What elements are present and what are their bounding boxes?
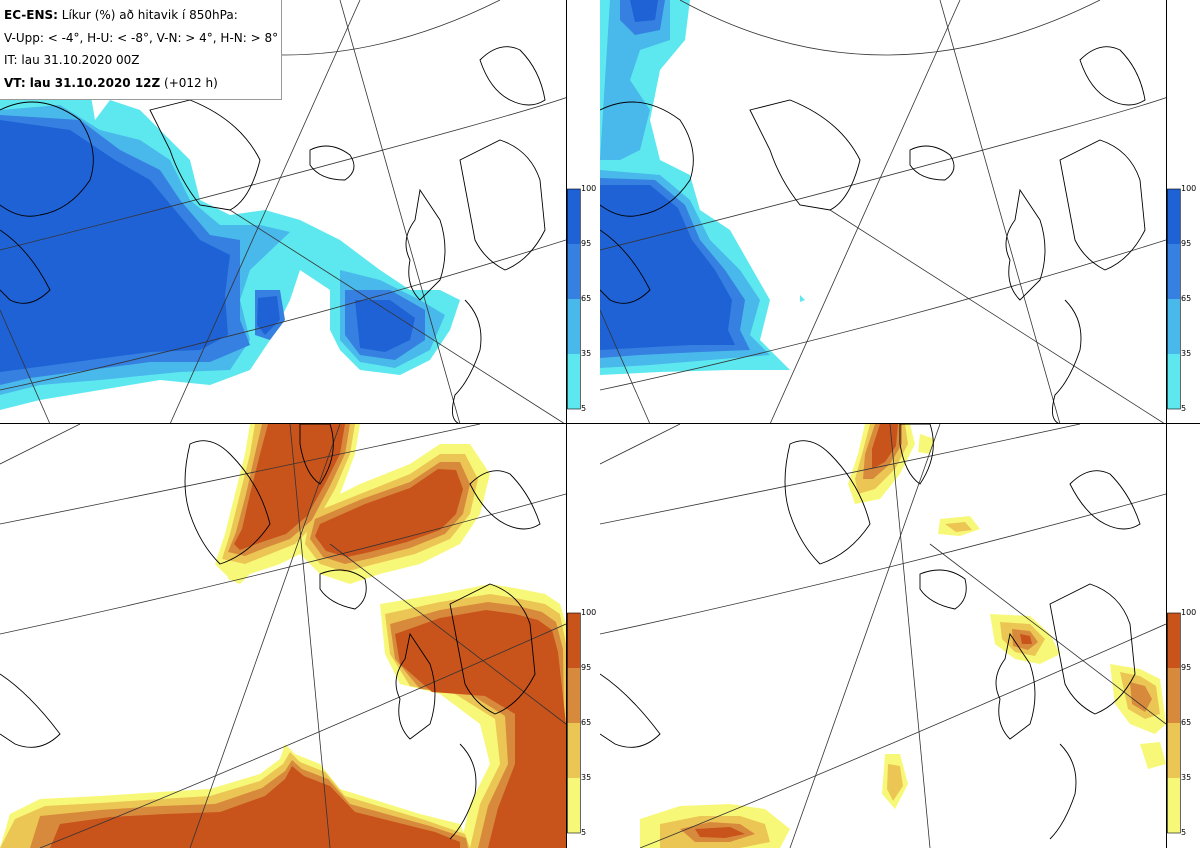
colorbar-tick-95: 95	[581, 663, 592, 672]
panel-top-left: EC-ENS: Líkur (%) að hitavik í 850hPa: V…	[0, 0, 567, 424]
colorbar-tick-35: 35	[581, 773, 592, 782]
colorbar-tick-95: 95	[581, 239, 592, 248]
cold-probability-map-4	[0, 0, 566, 424]
colorbar-warm-right-scale	[1167, 612, 1181, 834]
header-legend: EC-ENS: Líkur (%) að hitavik í 850hPa: V…	[0, 0, 282, 100]
colorbar-cold-right: 100 95 65 35 5	[1167, 184, 1200, 418]
colorbar-tick-5: 5	[581, 404, 587, 413]
colorbar-tick-35: 35	[1181, 349, 1192, 358]
header-line-2: V-Upp: < -4°, H-U: < -8°, V-N: > 4°, H-N…	[4, 30, 279, 45]
header-line-1: EC-ENS: Líkur (%) að hitavik í 850hPa:	[4, 8, 238, 22]
colorbar-cold-right-scale	[1167, 188, 1181, 410]
cold-probability-map-8	[600, 0, 1166, 424]
colorbar-tick-5: 5	[1181, 404, 1187, 413]
colorbar-warm-right: 100 95 65 35 5	[1167, 608, 1200, 842]
colorbar-tick-100: 100	[1181, 184, 1197, 193]
colorbar-warm-left: 100 95 65 35 5	[567, 608, 601, 842]
colorbar-tick-65: 65	[1181, 294, 1192, 303]
header-line-3: IT: lau 31.10.2020 00Z	[4, 53, 140, 67]
header-line-4: VT: lau 31.10.2020 12Z (+012 h)	[4, 75, 218, 90]
warm-probability-map-4	[0, 424, 566, 848]
colorbar-tick-100: 100	[581, 184, 597, 193]
panel-bottom-right	[600, 424, 1167, 848]
colorbar-tick-65: 65	[581, 718, 592, 727]
colorbar-tick-95: 95	[1181, 663, 1192, 672]
panel-bottom-left	[0, 424, 567, 848]
colorbar-tick-65: 65	[581, 294, 592, 303]
colorbar-tick-35: 35	[1181, 773, 1192, 782]
colorbar-cold-left: 100 95 65 35 5	[567, 184, 601, 418]
colorbar-warm-left-scale	[567, 612, 581, 834]
colorbar-cold-left-scale	[567, 188, 581, 410]
warm-probability-map-8	[600, 424, 1166, 848]
colorbar-tick-100: 100	[1181, 608, 1197, 617]
panel-divider-horizontal	[0, 423, 1200, 424]
colorbar-tick-65: 65	[1181, 718, 1192, 727]
colorbar-tick-5: 5	[1181, 828, 1187, 837]
colorbar-tick-95: 95	[1181, 239, 1192, 248]
colorbar-tick-5: 5	[581, 828, 587, 837]
panel-top-right	[600, 0, 1167, 424]
colorbar-tick-35: 35	[581, 349, 592, 358]
colorbar-tick-100: 100	[581, 608, 597, 617]
